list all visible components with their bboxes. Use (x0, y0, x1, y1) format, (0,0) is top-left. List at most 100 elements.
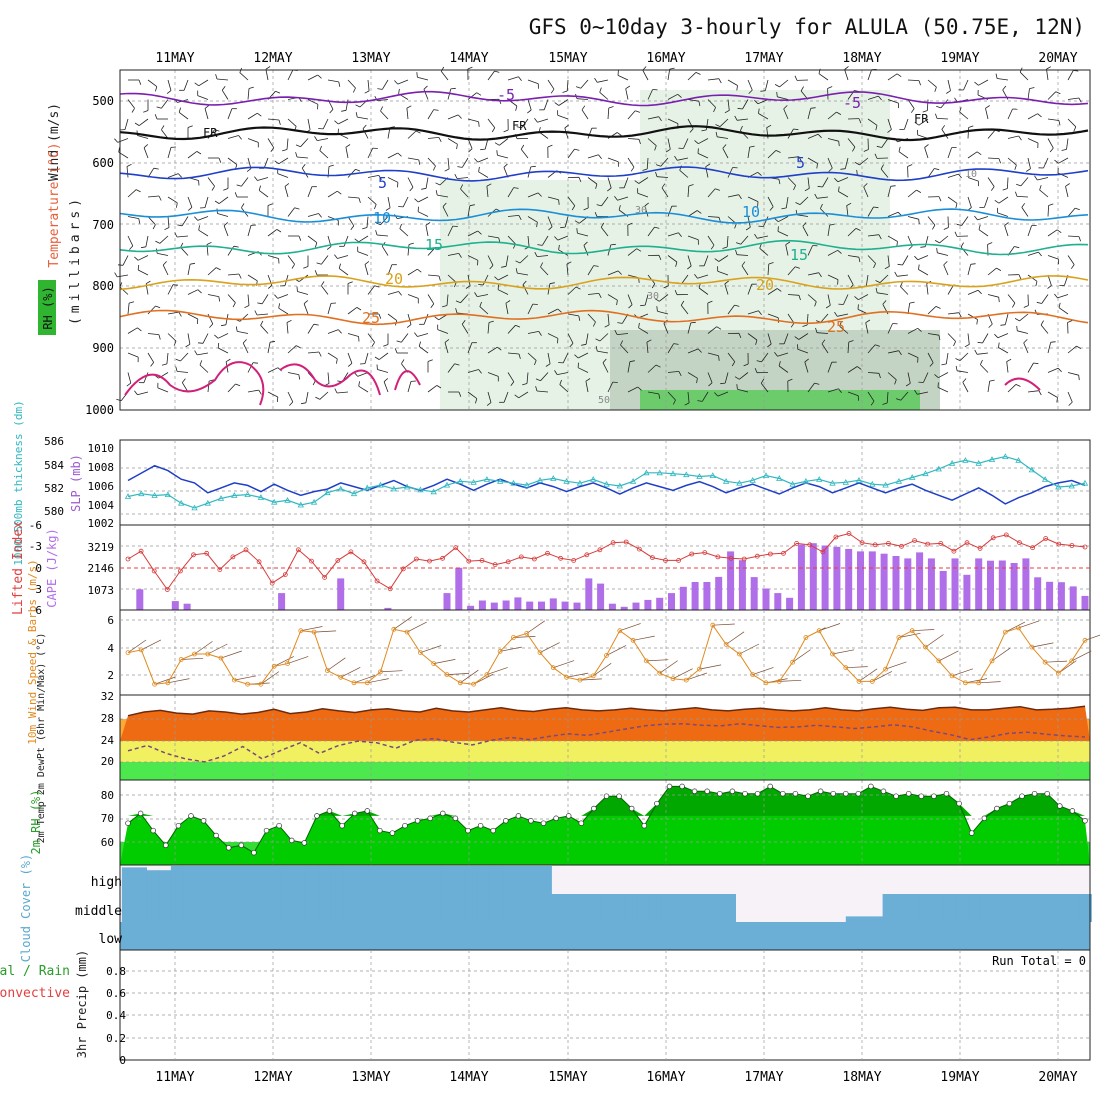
cloud-mid-bar (563, 894, 577, 922)
wind-barb-feather (814, 193, 818, 199)
wind10m-marker (697, 666, 702, 672)
wind-barb-feather (642, 168, 648, 171)
lifted-index-marker (859, 540, 865, 546)
wind-barb (865, 322, 869, 334)
cape-bar (727, 551, 735, 610)
wind-barb (625, 88, 629, 100)
isotherm-labels: -5 -5 FR FR FR 5 5 10 10 15 15 20 20 25 … (203, 86, 977, 406)
wind-barb-feather (1036, 301, 1042, 304)
wind-barb (317, 138, 329, 141)
wind-barb-feather (194, 216, 198, 221)
wind-barb-feather (435, 182, 441, 186)
precip-ticks: 0.8 0.6 0.4 0.2 0 (106, 965, 126, 1067)
cape-bar (892, 556, 900, 610)
wind-barb (287, 118, 297, 127)
wind-barb (207, 381, 210, 393)
lifted-index-marker (1003, 532, 1009, 538)
wind-barb-feather (977, 289, 982, 295)
wind-barb-feather (221, 85, 226, 91)
precip-panel: Run Total = 0 0.8 0.6 0.4 0.2 0 3hr Prec… (0, 949, 1091, 1067)
top-date-label: 16MAY (646, 51, 685, 66)
wind-barb (767, 196, 774, 207)
wind-barb-feather (1004, 222, 1009, 226)
wind-barb (998, 196, 1009, 204)
wind-barb (367, 333, 375, 343)
wind-barb-feather (397, 152, 402, 157)
wind-barb-feather (1002, 188, 1008, 191)
wind-barb-feather (838, 141, 840, 147)
cloud-mid-bar (244, 894, 258, 922)
cloud-mid-bar (428, 894, 442, 922)
wind-barb (1058, 307, 1069, 315)
wind10m-marker (258, 681, 264, 687)
wind-barb (887, 211, 899, 217)
wind-barb-feather (515, 105, 518, 111)
wind-barb-feather (598, 293, 602, 298)
lifted-index-marker (191, 552, 196, 558)
wind-barb (863, 186, 869, 198)
wind-barb (917, 391, 929, 395)
wind-barb (1067, 235, 1080, 237)
wind-barb (667, 371, 679, 373)
wind-barb-feather (629, 360, 635, 363)
lifted-index-marker (518, 554, 524, 560)
wind10m-marker (152, 681, 158, 687)
wind-barb (777, 96, 789, 100)
rh2m-tick: 70 (101, 812, 114, 825)
wind-barb (187, 289, 199, 295)
wind-barb (727, 79, 738, 86)
wind-barb (337, 255, 349, 259)
rh2m-marker (994, 805, 1000, 812)
wind-barb (727, 167, 733, 178)
wind-barb-feather (854, 162, 860, 166)
lifted-index-marker (886, 541, 891, 546)
wind-barb-feather (534, 360, 537, 366)
cloud-mid-bar (674, 894, 687, 922)
wind-barb (760, 383, 769, 393)
wind-barb-feather (161, 363, 168, 366)
wind10m-barb (646, 659, 669, 662)
cape-tick: 1073 (88, 584, 115, 597)
wind-barb (519, 255, 529, 264)
wind-barb (437, 194, 449, 198)
temp-band-green (120, 762, 1090, 780)
wind10m-marker (750, 672, 756, 677)
ylabel-temperature: Temperature (°C) (47, 142, 62, 267)
slp-marker (164, 491, 172, 497)
slp-tick: 1008 (88, 461, 115, 474)
slp-marker (882, 481, 889, 488)
isotherm-15 (119, 239, 1089, 256)
cloud-mid-bar (453, 894, 466, 922)
wind-barb-feather (423, 85, 428, 90)
wind-barb-feather (454, 282, 457, 288)
wind-barb (287, 345, 297, 354)
wind-barb (137, 135, 149, 139)
wind-barb-feather (558, 199, 560, 205)
wind-barb-feather (421, 187, 427, 190)
wind-barb-feather (932, 224, 936, 230)
wind-barb-feather (505, 300, 511, 304)
top-date-label: 11MAY (155, 51, 194, 66)
wind-barb-feather (501, 265, 507, 268)
wind-barb (566, 79, 569, 92)
wind-barb (367, 79, 370, 91)
wind-barb (838, 191, 849, 198)
rh-contour-label: 50 (598, 395, 610, 406)
wind-barb (783, 108, 789, 120)
wind-barb (567, 333, 574, 344)
wind-barb (124, 118, 129, 130)
bottom-date-label: 16MAY (646, 1070, 685, 1085)
wind-barb-feather (955, 365, 958, 371)
wind-barb-feather (155, 86, 158, 92)
wind-barb-feather (894, 379, 897, 385)
wind-barb-feather (126, 163, 132, 167)
wind-barb (644, 294, 649, 306)
wind-barb-feather (258, 389, 262, 395)
wind10m-marker (218, 655, 224, 661)
isotherm--5 (119, 90, 1089, 107)
wind-barb-feather (1061, 149, 1067, 151)
slp-marker (550, 475, 557, 481)
rh2m-marker (553, 815, 559, 822)
wind-barb (778, 365, 789, 373)
wind-barb (583, 245, 589, 256)
